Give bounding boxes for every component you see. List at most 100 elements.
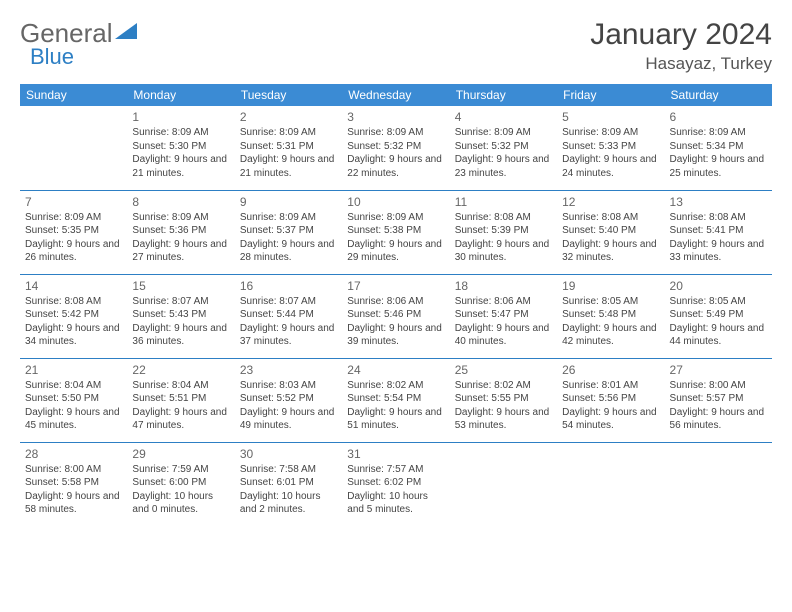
daylight-line: Daylight: 9 hours and 51 minutes. bbox=[347, 406, 444, 433]
sunrise-line: Sunrise: 8:00 AM bbox=[670, 379, 767, 393]
daylight-line: Daylight: 9 hours and 44 minutes. bbox=[670, 322, 767, 349]
sunrise-line: Sunrise: 8:03 AM bbox=[240, 379, 337, 393]
calendar-cell: 2Sunrise: 8:09 AMSunset: 5:31 PMDaylight… bbox=[235, 106, 342, 190]
sunset-line: Sunset: 5:38 PM bbox=[347, 224, 444, 238]
calendar-cell: 29Sunrise: 7:59 AMSunset: 6:00 PMDayligh… bbox=[127, 442, 234, 526]
sunrise-line: Sunrise: 8:09 AM bbox=[240, 211, 337, 225]
day-number: 3 bbox=[347, 109, 444, 125]
calendar-cell: 22Sunrise: 8:04 AMSunset: 5:51 PMDayligh… bbox=[127, 358, 234, 442]
header: General January 2024 Hasayaz, Turkey bbox=[20, 18, 772, 74]
logo-triangle-icon bbox=[115, 21, 137, 46]
day-number: 10 bbox=[347, 194, 444, 210]
sunrise-line: Sunrise: 8:04 AM bbox=[132, 379, 229, 393]
calendar-cell: 17Sunrise: 8:06 AMSunset: 5:46 PMDayligh… bbox=[342, 274, 449, 358]
sunrise-line: Sunrise: 8:09 AM bbox=[562, 126, 659, 140]
sunrise-line: Sunrise: 8:09 AM bbox=[670, 126, 767, 140]
sunset-line: Sunset: 5:51 PM bbox=[132, 392, 229, 406]
calendar-cell: 6Sunrise: 8:09 AMSunset: 5:34 PMDaylight… bbox=[665, 106, 772, 190]
sunset-line: Sunset: 5:34 PM bbox=[670, 140, 767, 154]
sunrise-line: Sunrise: 8:05 AM bbox=[562, 295, 659, 309]
day-number: 23 bbox=[240, 362, 337, 378]
calendar-cell: 30Sunrise: 7:58 AMSunset: 6:01 PMDayligh… bbox=[235, 442, 342, 526]
sunset-line: Sunset: 5:40 PM bbox=[562, 224, 659, 238]
calendar-row: 7Sunrise: 8:09 AMSunset: 5:35 PMDaylight… bbox=[20, 190, 772, 274]
sunrise-line: Sunrise: 8:06 AM bbox=[347, 295, 444, 309]
day-number: 13 bbox=[670, 194, 767, 210]
daylight-line: Daylight: 9 hours and 26 minutes. bbox=[25, 238, 122, 265]
daylight-line: Daylight: 9 hours and 23 minutes. bbox=[455, 153, 552, 180]
daylight-line: Daylight: 9 hours and 53 minutes. bbox=[455, 406, 552, 433]
day-number: 15 bbox=[132, 278, 229, 294]
calendar-cell-empty bbox=[665, 442, 772, 526]
sunset-line: Sunset: 5:42 PM bbox=[25, 308, 122, 322]
calendar-cell: 12Sunrise: 8:08 AMSunset: 5:40 PMDayligh… bbox=[557, 190, 664, 274]
calendar-cell: 7Sunrise: 8:09 AMSunset: 5:35 PMDaylight… bbox=[20, 190, 127, 274]
sunrise-line: Sunrise: 8:01 AM bbox=[562, 379, 659, 393]
day-number: 7 bbox=[25, 194, 122, 210]
sunrise-line: Sunrise: 8:00 AM bbox=[25, 463, 122, 477]
calendar-row: 21Sunrise: 8:04 AMSunset: 5:50 PMDayligh… bbox=[20, 358, 772, 442]
sunset-line: Sunset: 5:36 PM bbox=[132, 224, 229, 238]
day-number: 4 bbox=[455, 109, 552, 125]
calendar-cell: 10Sunrise: 8:09 AMSunset: 5:38 PMDayligh… bbox=[342, 190, 449, 274]
daylight-line: Daylight: 10 hours and 5 minutes. bbox=[347, 490, 444, 517]
sunset-line: Sunset: 5:49 PM bbox=[670, 308, 767, 322]
sunrise-line: Sunrise: 8:09 AM bbox=[347, 126, 444, 140]
sunrise-line: Sunrise: 7:57 AM bbox=[347, 463, 444, 477]
calendar-head: SundayMondayTuesdayWednesdayThursdayFrid… bbox=[20, 84, 772, 106]
calendar-cell-empty bbox=[450, 442, 557, 526]
sunrise-line: Sunrise: 8:05 AM bbox=[670, 295, 767, 309]
day-number: 12 bbox=[562, 194, 659, 210]
day-header: Sunday bbox=[20, 84, 127, 106]
logo-sub: Blue bbox=[30, 44, 74, 70]
calendar-cell-empty bbox=[20, 106, 127, 190]
sunrise-line: Sunrise: 8:09 AM bbox=[25, 211, 122, 225]
sunset-line: Sunset: 5:54 PM bbox=[347, 392, 444, 406]
sunrise-line: Sunrise: 8:08 AM bbox=[670, 211, 767, 225]
day-header: Friday bbox=[557, 84, 664, 106]
logo-text-2: Blue bbox=[30, 44, 74, 69]
sunset-line: Sunset: 5:43 PM bbox=[132, 308, 229, 322]
sunrise-line: Sunrise: 8:02 AM bbox=[455, 379, 552, 393]
daylight-line: Daylight: 9 hours and 54 minutes. bbox=[562, 406, 659, 433]
daylight-line: Daylight: 9 hours and 49 minutes. bbox=[240, 406, 337, 433]
calendar-cell: 8Sunrise: 8:09 AMSunset: 5:36 PMDaylight… bbox=[127, 190, 234, 274]
daylight-line: Daylight: 9 hours and 30 minutes. bbox=[455, 238, 552, 265]
daylight-line: Daylight: 9 hours and 29 minutes. bbox=[347, 238, 444, 265]
sunset-line: Sunset: 5:32 PM bbox=[455, 140, 552, 154]
sunrise-line: Sunrise: 8:09 AM bbox=[132, 126, 229, 140]
daylight-line: Daylight: 9 hours and 24 minutes. bbox=[562, 153, 659, 180]
sunrise-line: Sunrise: 7:58 AM bbox=[240, 463, 337, 477]
daylight-line: Daylight: 9 hours and 40 minutes. bbox=[455, 322, 552, 349]
day-number: 25 bbox=[455, 362, 552, 378]
sunrise-line: Sunrise: 8:07 AM bbox=[132, 295, 229, 309]
calendar-cell: 13Sunrise: 8:08 AMSunset: 5:41 PMDayligh… bbox=[665, 190, 772, 274]
sunset-line: Sunset: 5:47 PM bbox=[455, 308, 552, 322]
day-number: 16 bbox=[240, 278, 337, 294]
day-number: 28 bbox=[25, 446, 122, 462]
daylight-line: Daylight: 9 hours and 32 minutes. bbox=[562, 238, 659, 265]
sunset-line: Sunset: 5:58 PM bbox=[25, 476, 122, 490]
sunrise-line: Sunrise: 8:07 AM bbox=[240, 295, 337, 309]
day-header: Wednesday bbox=[342, 84, 449, 106]
daylight-line: Daylight: 9 hours and 25 minutes. bbox=[670, 153, 767, 180]
day-number: 2 bbox=[240, 109, 337, 125]
calendar-cell: 16Sunrise: 8:07 AMSunset: 5:44 PMDayligh… bbox=[235, 274, 342, 358]
sunrise-line: Sunrise: 7:59 AM bbox=[132, 463, 229, 477]
day-header: Thursday bbox=[450, 84, 557, 106]
daylight-line: Daylight: 9 hours and 45 minutes. bbox=[25, 406, 122, 433]
calendar-row: 1Sunrise: 8:09 AMSunset: 5:30 PMDaylight… bbox=[20, 106, 772, 190]
sunrise-line: Sunrise: 8:09 AM bbox=[347, 211, 444, 225]
sunset-line: Sunset: 6:01 PM bbox=[240, 476, 337, 490]
sunrise-line: Sunrise: 8:08 AM bbox=[455, 211, 552, 225]
location: Hasayaz, Turkey bbox=[590, 54, 772, 74]
day-number: 22 bbox=[132, 362, 229, 378]
calendar-cell: 23Sunrise: 8:03 AMSunset: 5:52 PMDayligh… bbox=[235, 358, 342, 442]
sunset-line: Sunset: 5:30 PM bbox=[132, 140, 229, 154]
day-header: Saturday bbox=[665, 84, 772, 106]
calendar-cell: 19Sunrise: 8:05 AMSunset: 5:48 PMDayligh… bbox=[557, 274, 664, 358]
daylight-line: Daylight: 9 hours and 27 minutes. bbox=[132, 238, 229, 265]
daylight-line: Daylight: 9 hours and 47 minutes. bbox=[132, 406, 229, 433]
day-number: 5 bbox=[562, 109, 659, 125]
calendar-row: 14Sunrise: 8:08 AMSunset: 5:42 PMDayligh… bbox=[20, 274, 772, 358]
